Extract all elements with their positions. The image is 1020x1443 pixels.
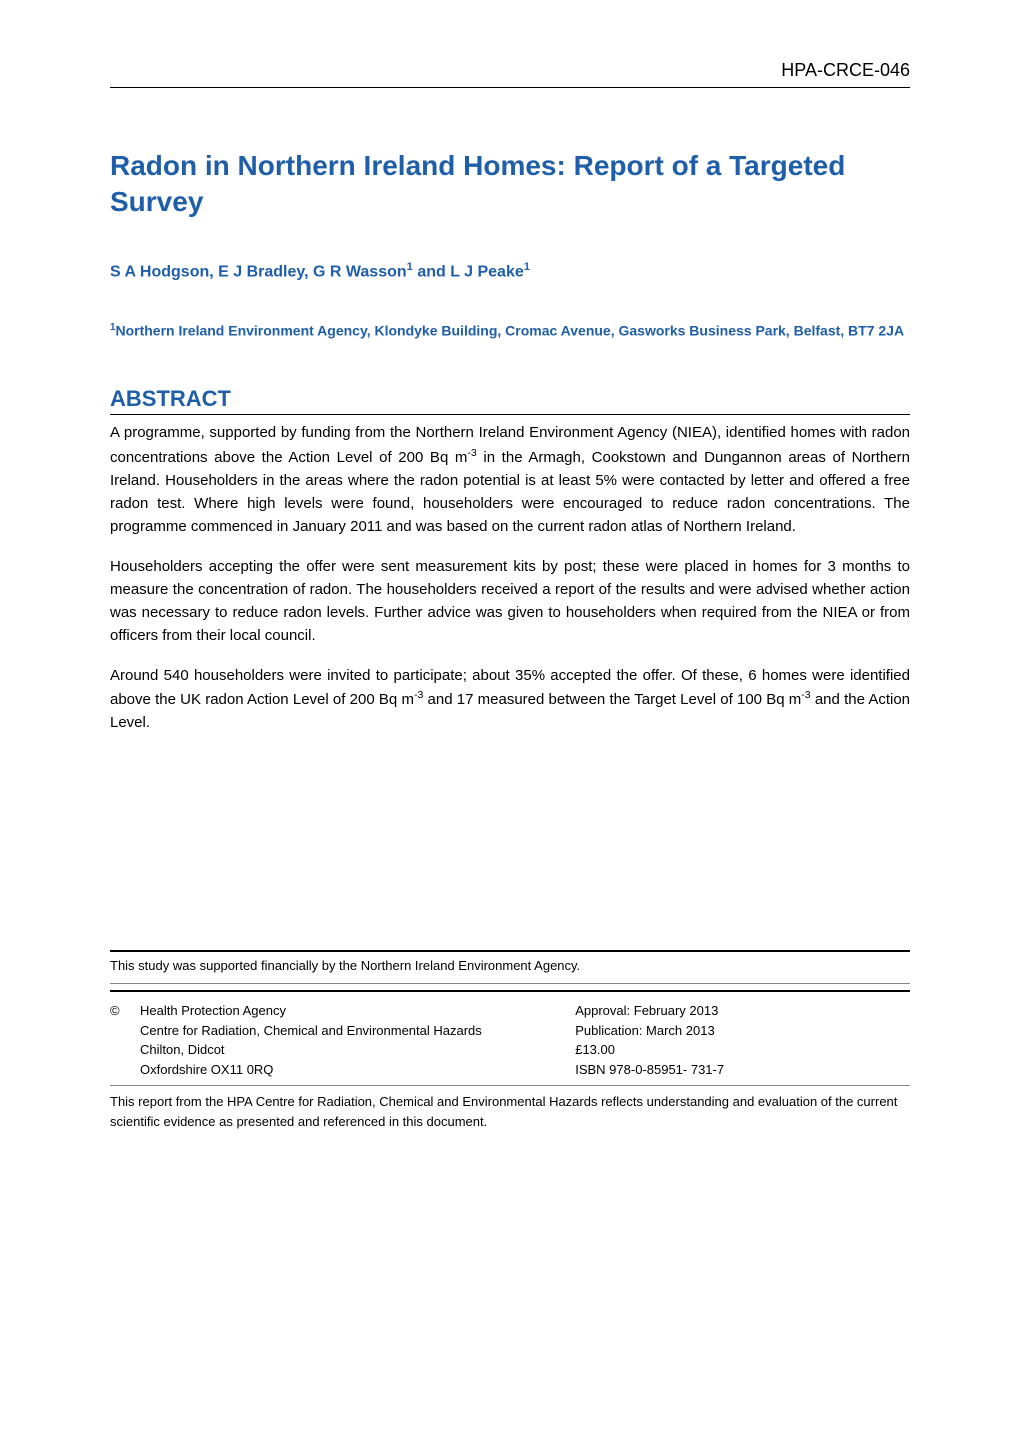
copyright-block: © Health Protection Agency Centre for Ra… xyxy=(110,995,910,1086)
funding-statement: This study was supported financially by … xyxy=(110,958,910,984)
copyright-org: Health Protection Agency xyxy=(140,1001,575,1021)
abstract-heading: ABSTRACT xyxy=(110,386,910,415)
affiliation: 1Northern Ireland Environment Agency, Kl… xyxy=(110,321,910,341)
price: £13.00 xyxy=(575,1040,910,1060)
copyright-address: Health Protection Agency Centre for Radi… xyxy=(140,1001,575,1079)
funding-section: This study was supported financially by … xyxy=(110,950,910,992)
report-id: HPA-CRCE-046 xyxy=(110,60,910,88)
disclaimer: This report from the HPA Centre for Radi… xyxy=(110,1086,910,1131)
copyright-centre: Centre for Radiation, Chemical and Envir… xyxy=(140,1021,575,1041)
abstract-paragraph-2: Householders accepting the offer were se… xyxy=(110,555,910,648)
copyright-addr1: Chilton, Didcot xyxy=(140,1040,575,1060)
abstract-paragraph-1: A programme, supported by funding from t… xyxy=(110,421,910,538)
abstract-paragraph-3: Around 540 householders were invited to … xyxy=(110,664,910,735)
isbn: ISBN 978-0-85951- 731-7 xyxy=(575,1060,910,1080)
copyright-meta: Approval: February 2013 Publication: Mar… xyxy=(575,1001,910,1079)
spacer xyxy=(110,750,910,950)
document-title: Radon in Northern Ireland Homes: Report … xyxy=(110,148,910,221)
publication-date: Publication: March 2013 xyxy=(575,1021,910,1041)
approval-date: Approval: February 2013 xyxy=(575,1001,910,1021)
copyright-symbol: © xyxy=(110,1001,140,1079)
authors: S A Hodgson, E J Bradley, G R Wasson1 an… xyxy=(110,261,910,281)
copyright-addr2: Oxfordshire OX11 0RQ xyxy=(140,1060,575,1080)
